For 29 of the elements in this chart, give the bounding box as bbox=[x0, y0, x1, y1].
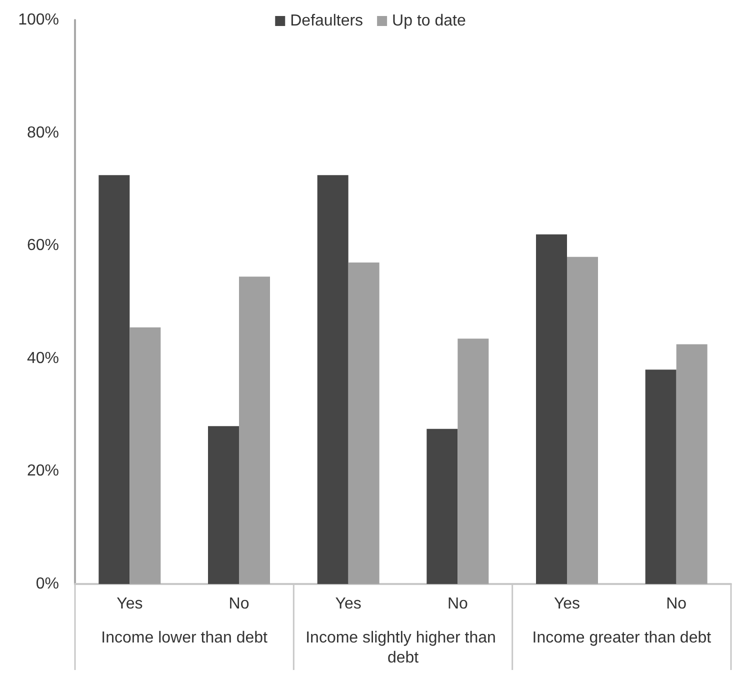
y-tick-label: 60% bbox=[26, 237, 59, 254]
bar bbox=[98, 175, 130, 584]
bar bbox=[239, 276, 270, 584]
bar bbox=[645, 370, 676, 584]
x-tick-label: No bbox=[228, 596, 250, 612]
bar bbox=[567, 256, 598, 584]
y-tick-label: 20% bbox=[26, 462, 59, 480]
x-tick-label: Yes bbox=[116, 596, 143, 612]
y-tick-label: 0% bbox=[36, 576, 59, 592]
text: Income lower than debt bbox=[101, 630, 268, 646]
bar bbox=[130, 327, 161, 584]
text: Income greater than debt bbox=[532, 630, 712, 646]
y-tick-label: 80% bbox=[26, 124, 59, 142]
bar bbox=[458, 338, 489, 584]
bar bbox=[426, 428, 458, 584]
x-tick-label: Yes bbox=[335, 596, 362, 612]
text: Income slightly higher than debt bbox=[306, 630, 500, 666]
x-tick-label: No bbox=[666, 596, 687, 612]
bar bbox=[208, 426, 239, 584]
bar bbox=[536, 234, 567, 584]
x-tick-label: No bbox=[447, 596, 468, 612]
bar bbox=[676, 344, 708, 584]
legend-label: Defaulters bbox=[290, 12, 364, 30]
y-tick-label: 40% bbox=[26, 350, 59, 367]
legend-label: Up to date bbox=[392, 12, 466, 30]
bar bbox=[348, 262, 380, 584]
x-tick-label: Yes bbox=[554, 596, 580, 612]
bar bbox=[317, 175, 348, 584]
y-tick-label: 100% bbox=[18, 12, 59, 28]
